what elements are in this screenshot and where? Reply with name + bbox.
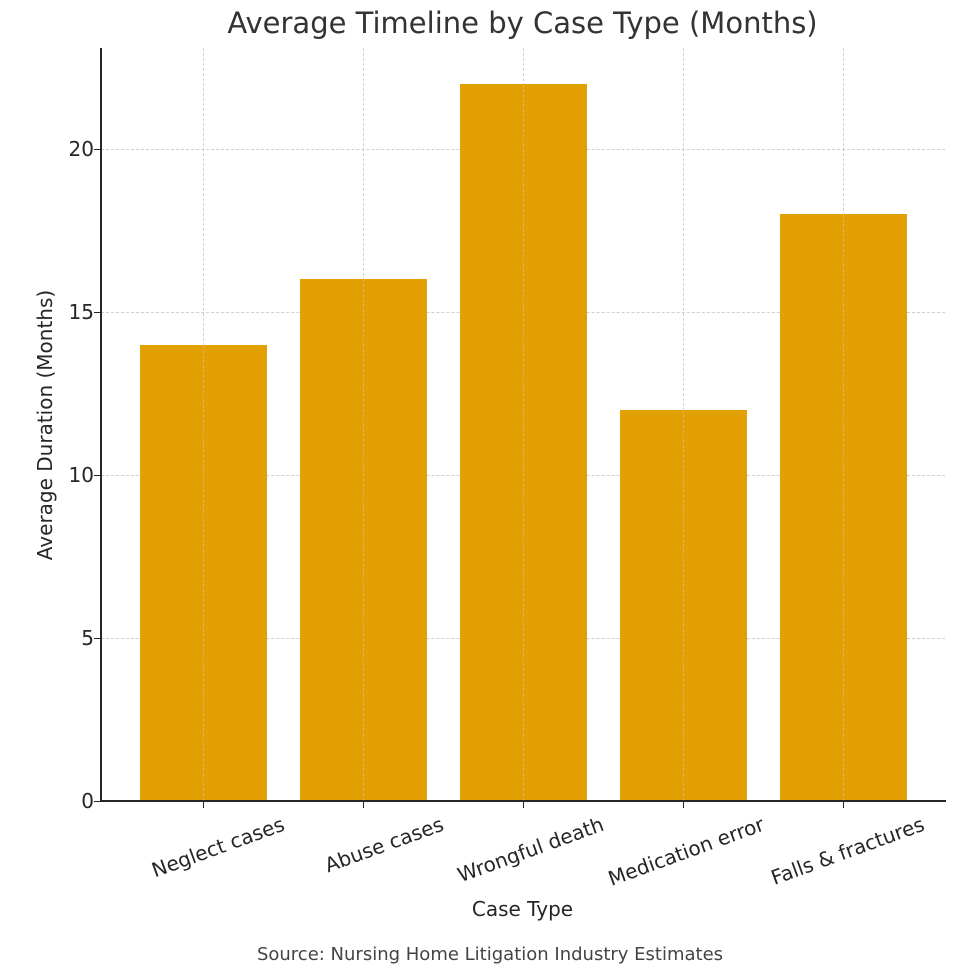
y-tick-label: 10 xyxy=(68,463,94,488)
y-axis-line xyxy=(100,48,102,802)
x-tick-mark xyxy=(363,802,364,808)
x-tick-label: Wrongful death xyxy=(454,812,607,888)
y-tick-label: 20 xyxy=(68,137,94,162)
x-tick-mark xyxy=(683,802,684,808)
bar-gridline-overlay xyxy=(362,279,364,801)
y-tick-mark xyxy=(94,149,100,151)
x-axis-line xyxy=(100,800,946,802)
bar-gridline-overlay xyxy=(522,83,524,801)
x-tick-label: Medication error xyxy=(604,812,768,891)
y-tick-mark xyxy=(94,801,100,802)
x-tick-mark xyxy=(523,802,524,808)
x-tick-label: Neglect cases xyxy=(148,812,288,883)
bar-gridline-overlay xyxy=(202,344,204,801)
y-tick-label: 5 xyxy=(81,626,94,650)
y-tick-mark xyxy=(94,638,100,639)
plot-area xyxy=(101,48,945,801)
x-tick-mark xyxy=(843,802,844,808)
x-tick-label: Falls & fractures xyxy=(767,812,928,890)
bar-wrongful-death xyxy=(459,83,587,801)
y-tick-mark xyxy=(94,312,100,314)
y-tick-mark xyxy=(94,475,100,477)
x-tick-mark xyxy=(203,802,204,808)
y-axis-title: Average Duration (Months) xyxy=(33,289,57,561)
source-note: Source: Nursing Home Litigation Industry… xyxy=(256,944,724,965)
bar-falls-fractures xyxy=(779,214,907,801)
y-tick-label: 15 xyxy=(68,300,94,325)
chart-title: Average Timeline by Case Type (Months) xyxy=(227,6,818,40)
x-tick-label: Abuse cases xyxy=(321,812,447,878)
bar-neglect-cases xyxy=(139,344,267,801)
y-tick-label: 0 xyxy=(81,789,94,813)
x-axis-title: Case Type xyxy=(471,897,574,921)
bar-medication-error xyxy=(619,409,747,801)
bar-abuse-cases xyxy=(299,279,427,801)
bar-gridline-overlay xyxy=(842,214,844,801)
bar-gridline-overlay xyxy=(682,409,684,801)
